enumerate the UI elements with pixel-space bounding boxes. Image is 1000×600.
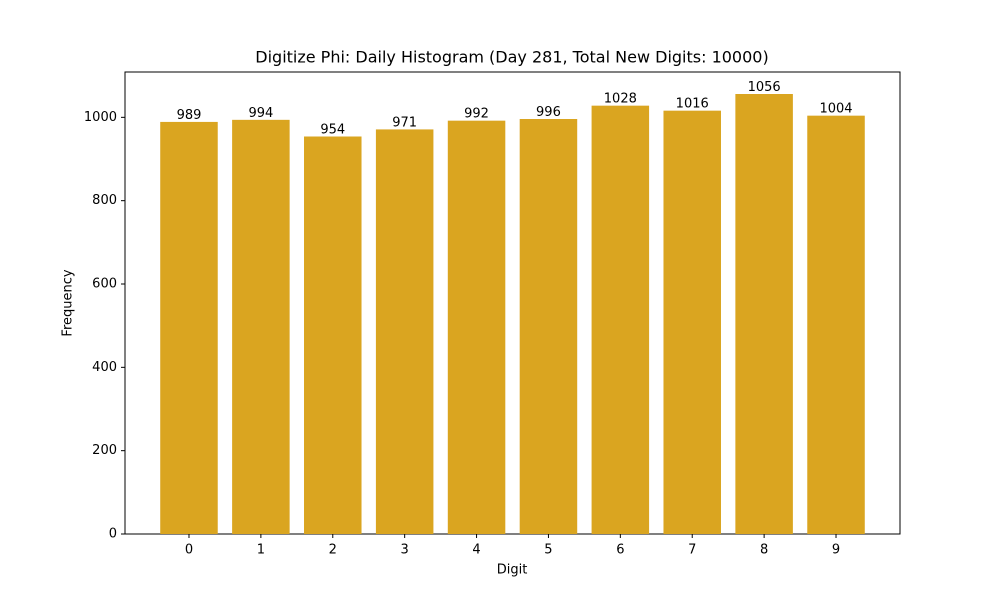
y-tick-label: 1000 [84,110,117,125]
value-label: 996 [536,105,561,120]
y-tick-label: 400 [92,360,117,375]
value-label: 954 [320,123,345,138]
x-tick-label: 4 [472,543,480,558]
x-tick-label: 2 [329,543,337,558]
value-label: 1056 [748,80,781,95]
bar [304,136,362,534]
value-label: 994 [248,106,273,121]
y-tick-label: 800 [92,193,117,208]
bar [591,105,650,535]
value-label: 971 [392,115,417,130]
plot-frame [124,71,901,535]
x-tick-label: 0 [185,543,193,558]
x-tick-label: 9 [832,543,840,558]
bar [735,94,793,534]
value-label: 992 [464,107,489,122]
y-tick-label: 200 [92,443,117,458]
bar [160,121,218,535]
y-tick-label: 600 [92,277,117,292]
value-label: 989 [177,108,202,123]
y-axis-label: Frequency [61,269,76,336]
bar [807,115,865,535]
y-tick-label: 0 [109,527,117,542]
x-tick-label: 5 [544,543,552,558]
value-label: 1016 [676,97,709,112]
value-label: 1028 [604,92,637,107]
bar [519,119,578,534]
x-tick-label: 7 [688,543,696,558]
x-tick-label: 3 [401,543,409,558]
x-axis-label: Digit [497,563,528,578]
x-tick-label: 1 [257,543,265,558]
x-tick-label: 8 [760,543,768,558]
chart-title: Digitize Phi: Daily Histogram (Day 281, … [255,48,768,67]
x-tick-label: 6 [616,543,624,558]
bar [375,129,434,534]
bar [447,120,506,535]
bar [232,119,290,534]
bar [663,110,721,535]
value-label: 1004 [819,102,852,117]
